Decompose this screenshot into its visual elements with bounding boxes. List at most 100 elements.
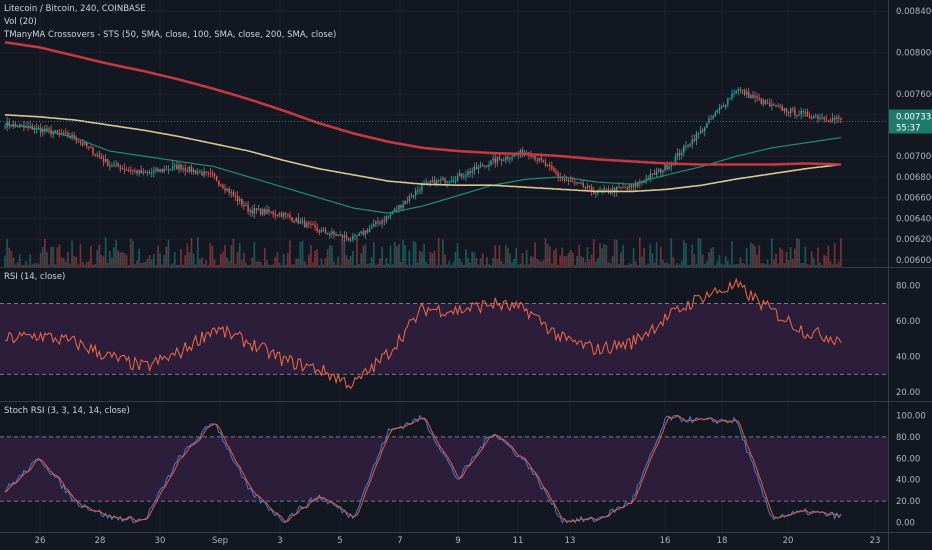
- rsi-legend: RSI (14, close): [4, 272, 66, 282]
- candle-body: [226, 188, 228, 191]
- volume-bar: [155, 264, 157, 267]
- candle-body: [724, 104, 727, 107]
- candle-body: [773, 104, 775, 106]
- volume-bar: [60, 257, 63, 267]
- volume-bar: [831, 264, 834, 267]
- candle-body: [745, 91, 748, 95]
- candle-body: [132, 170, 134, 172]
- candle-body: [701, 129, 704, 132]
- candle-body: [127, 169, 130, 171]
- candle-body: [253, 208, 256, 214]
- volume-bar: [779, 247, 782, 267]
- volume-bar: [527, 264, 530, 267]
- candle-body: [538, 157, 541, 161]
- volume-bar: [827, 245, 830, 267]
- candle-body: [71, 134, 73, 138]
- volume-bar: [802, 262, 805, 267]
- volume-bar: [142, 262, 145, 267]
- candle-body: [199, 172, 201, 174]
- candle-body: [209, 172, 212, 174]
- volume-bar: [817, 247, 819, 267]
- volume-bar: [446, 264, 448, 267]
- volume-bar: [125, 254, 128, 267]
- x-tick-label: 28: [95, 536, 106, 546]
- candle-body: [802, 110, 804, 112]
- volume-bar: [337, 256, 339, 267]
- candle-body: [356, 235, 358, 237]
- candle-body: [238, 198, 241, 202]
- candle-body: [616, 186, 618, 193]
- candle-body: [450, 180, 453, 182]
- volume-bar: [349, 256, 352, 267]
- volume-bar: [167, 239, 170, 267]
- oscillator-lines: [4, 277, 842, 524]
- volume-bar: [509, 253, 511, 267]
- candle-body: [794, 108, 796, 115]
- volume-bar: [102, 256, 105, 267]
- candle-body: [349, 239, 352, 241]
- candle-body: [259, 208, 262, 215]
- volume-bar: [129, 238, 132, 267]
- volume-bar: [375, 264, 377, 267]
- candle-body: [387, 215, 390, 217]
- candle-body: [73, 134, 75, 139]
- x-tick-label: 30: [155, 536, 166, 546]
- candle-body: [211, 173, 214, 175]
- volume-bar: [632, 248, 635, 267]
- volume-bar: [540, 261, 543, 267]
- volume-bar: [764, 264, 767, 267]
- candle-body: [303, 220, 306, 228]
- volume-bar: [622, 244, 624, 267]
- volume-bar: [201, 257, 203, 267]
- candle-body: [333, 231, 335, 235]
- volume-bar: [6, 239, 8, 267]
- volume-bar: [320, 258, 323, 267]
- volume-bar: [431, 253, 434, 267]
- volume-bar: [597, 257, 599, 267]
- volume-bar: [429, 252, 432, 267]
- candle-body: [77, 140, 80, 142]
- volume-bar: [232, 238, 235, 267]
- volume-bar: [209, 243, 212, 267]
- volume-bar: [689, 264, 691, 267]
- candle-body: [310, 223, 312, 225]
- volume-bar: [393, 241, 396, 267]
- candle-body: [603, 188, 605, 191]
- candle-body: [121, 168, 124, 170]
- volume-bar: [159, 253, 161, 267]
- volume-bar: [199, 259, 201, 267]
- candle-body: [689, 144, 691, 147]
- candle-body: [301, 220, 304, 222]
- candle-body: [576, 182, 578, 184]
- volume-bar: [410, 264, 413, 267]
- volume-bar: [333, 261, 335, 267]
- candle-body: [358, 233, 360, 236]
- volume-bar: [498, 245, 501, 267]
- candle-body: [264, 209, 266, 214]
- candle-body: [768, 102, 771, 107]
- volume-bar: [230, 245, 233, 267]
- candle-body: [404, 200, 406, 205]
- candle-body: [366, 230, 369, 233]
- candle-body: [429, 181, 432, 183]
- stoch-d-line: [4, 415, 842, 523]
- candle-body: [796, 114, 798, 116]
- volume-bar: [624, 264, 627, 267]
- rsi-tick-label: 60.00: [896, 317, 920, 327]
- volume-bar: [287, 252, 289, 267]
- volume-bar: [253, 241, 256, 267]
- volume-bar: [775, 253, 777, 267]
- candle-body: [421, 184, 423, 191]
- candle-body: [519, 150, 522, 154]
- candle-body: [308, 222, 310, 224]
- candle-body: [295, 217, 297, 222]
- candle-body: [685, 145, 687, 147]
- candle-body: [148, 172, 151, 174]
- volume-bar: [339, 264, 342, 267]
- candle-body: [134, 170, 136, 172]
- candle-body: [379, 223, 381, 225]
- volume-bar: [553, 250, 555, 267]
- volume-bar: [368, 263, 371, 267]
- volume-bar: [551, 263, 553, 267]
- volume-bar: [603, 243, 606, 267]
